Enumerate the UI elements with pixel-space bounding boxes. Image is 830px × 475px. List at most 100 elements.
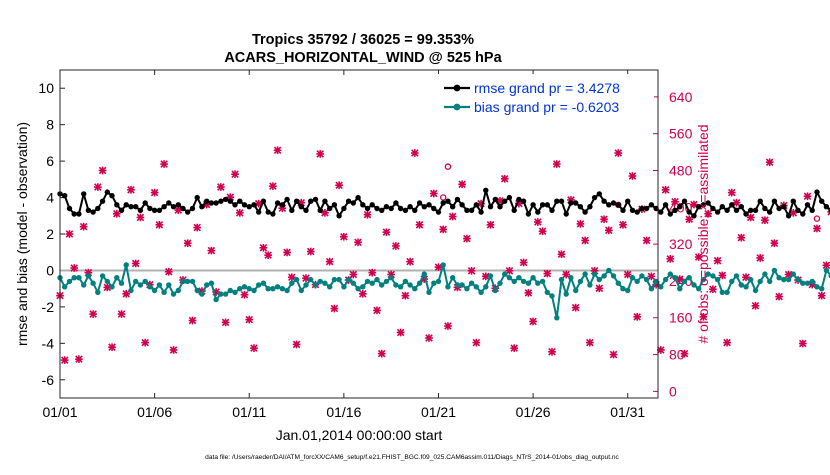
obs-count-point <box>529 318 537 326</box>
obs-count-point <box>392 242 400 250</box>
rmse-point <box>734 208 739 213</box>
bias-point <box>157 282 162 287</box>
bias-point <box>635 279 640 284</box>
bias-point <box>355 286 360 291</box>
rmse-point <box>564 211 569 216</box>
rmse-point <box>284 197 289 202</box>
rmse-point <box>384 204 389 209</box>
x-tick-label: 01/31 <box>610 404 645 420</box>
obs-count-point <box>378 350 386 358</box>
obs-count-point <box>269 182 277 190</box>
rmse-point <box>431 206 436 211</box>
obs-count-point <box>761 216 769 224</box>
rmse-point <box>81 191 86 196</box>
rmse-point <box>758 199 763 204</box>
rmse-point <box>800 211 805 216</box>
rmse-point <box>767 209 772 214</box>
obs-count-point <box>775 293 783 301</box>
obs-count-point <box>581 237 589 245</box>
rmse-point <box>346 199 351 204</box>
bias-point <box>72 275 77 280</box>
rmse-point <box>119 208 124 213</box>
y-tick-label: 6 <box>46 153 54 169</box>
obs-count-point <box>728 189 736 197</box>
obs-count-point <box>605 226 613 234</box>
rmse-point <box>526 211 531 216</box>
bias-point <box>280 286 285 291</box>
bias-point <box>294 277 299 282</box>
rmse-point <box>417 200 422 205</box>
rmse-point <box>426 202 431 207</box>
obs-count-point <box>118 310 126 318</box>
bias-point <box>166 282 171 287</box>
rmse-point <box>592 195 597 200</box>
obs-count-point <box>510 344 518 352</box>
bias-point <box>266 286 271 291</box>
rmse-point <box>568 200 573 205</box>
obs-count-point <box>293 341 301 349</box>
bias-point <box>332 277 337 282</box>
rmse-point <box>630 208 635 213</box>
rmse-point <box>776 206 781 211</box>
obs-count-point <box>449 213 457 221</box>
rmse-point <box>597 191 602 196</box>
bias-point <box>261 281 266 286</box>
bias-point <box>431 281 436 286</box>
bias-point <box>776 275 781 280</box>
obs-count-point <box>80 223 88 231</box>
rmse-point <box>644 206 649 211</box>
rmse-point <box>266 209 271 214</box>
obs-count-point <box>629 172 637 180</box>
rmse-point <box>275 200 280 205</box>
obs-count-point <box>335 181 343 189</box>
rmse-point <box>606 202 611 207</box>
x-tick-label: 01/16 <box>326 404 361 420</box>
legend-bias-label: bias grand pr = -0.6203 <box>474 99 619 115</box>
bias-point <box>582 271 587 276</box>
rmse-point <box>157 208 162 213</box>
obs-count-point <box>127 186 135 194</box>
bias-point <box>284 288 289 293</box>
rmse-point <box>493 197 498 202</box>
rmse-point <box>171 204 176 209</box>
x-tick-label: 01/21 <box>421 404 456 420</box>
rmse-point <box>355 195 360 200</box>
obs-count-point <box>804 192 812 200</box>
bias-point <box>762 271 767 276</box>
obs-count-point <box>614 149 622 157</box>
bias-point <box>393 282 398 287</box>
rmse-point <box>814 189 819 194</box>
bias-point <box>275 284 280 289</box>
bias-point <box>795 277 800 282</box>
x-tick-label: 01/01 <box>42 404 77 420</box>
obs-count-point <box>553 160 561 168</box>
bias-point <box>483 284 488 289</box>
bias-point <box>322 281 327 286</box>
bias-point <box>180 279 185 284</box>
obs-count-point <box>349 271 357 279</box>
obs-count-point <box>331 305 339 313</box>
rmse-point <box>393 200 398 205</box>
rmse-point <box>289 208 294 213</box>
plot-area <box>60 70 658 398</box>
rmse-point <box>180 206 185 211</box>
rmse-point <box>370 202 375 207</box>
obs-count-point <box>633 313 641 321</box>
obs-count-point <box>756 254 764 262</box>
legend: rmse grand pr = 3.4278 bias grand pr = -… <box>438 74 654 118</box>
bias-point <box>379 282 384 287</box>
rmse-point <box>672 208 677 213</box>
bias-point <box>133 279 138 284</box>
y2-tick-label: 80 <box>669 347 685 363</box>
bias-point <box>242 284 247 289</box>
rmse-point <box>512 208 517 213</box>
bias-point <box>218 291 223 296</box>
rmse-point <box>100 199 105 204</box>
rmse-point <box>299 204 304 209</box>
rmse-point <box>488 204 493 209</box>
rmse-point <box>516 197 521 202</box>
obs-count-point <box>241 291 249 299</box>
obs-count-point <box>619 221 627 229</box>
bias-point <box>464 286 469 291</box>
obs-count-point <box>577 220 585 228</box>
